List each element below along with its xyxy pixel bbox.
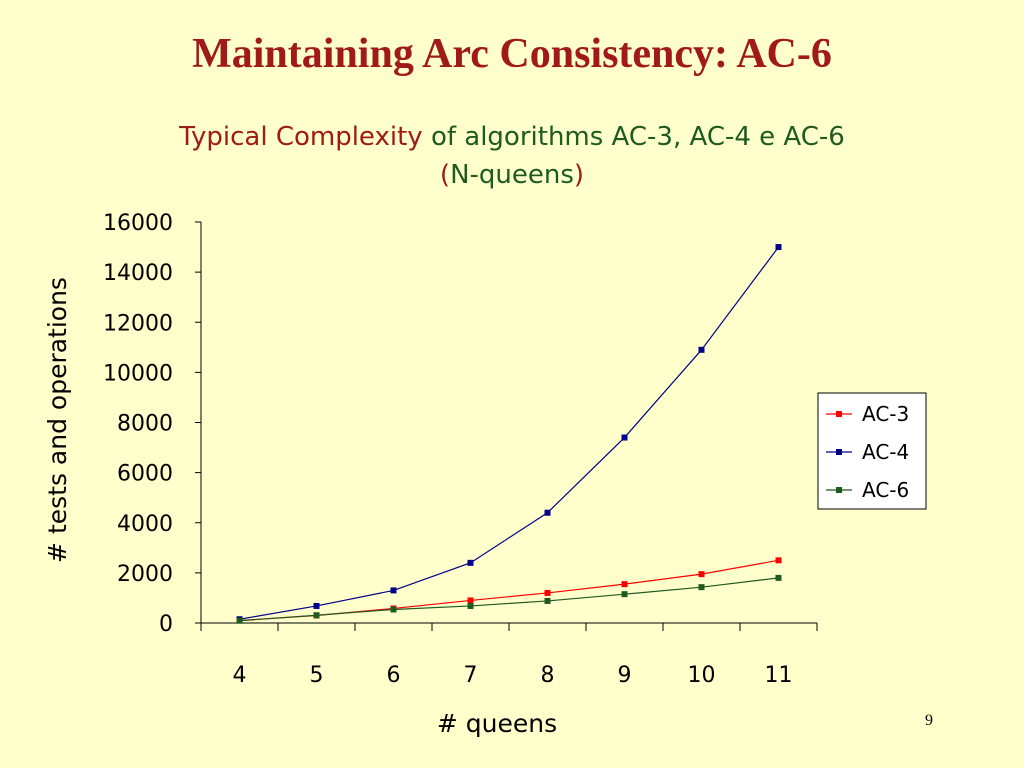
data-point-ac-3 [621,581,628,588]
legend-label-ac-4: AC-4 [862,440,909,464]
data-point-ac-6 [544,597,551,604]
y-tick-label: 4000 [117,512,173,537]
data-point-ac-4 [390,587,397,594]
x-axis-title: # queens [437,709,557,738]
y-tick-label: 2000 [117,562,173,587]
x-tick-label: 8 [541,663,555,688]
data-point-ac-4 [467,559,474,566]
data-point-ac-4 [313,602,320,609]
x-tick-label: 7 [464,663,478,688]
data-point-ac-3 [775,557,782,564]
legend-marker-ac-6 [836,487,842,493]
y-tick-label: 16000 [103,211,173,236]
y-tick-label: 10000 [103,361,173,386]
data-point-ac-4 [621,434,628,441]
chart-title: Typical Complexity of algorithms AC-3, A… [0,118,1024,194]
legend-label-ac-3: AC-3 [862,402,909,426]
chart-subtitle: N-queens [450,160,574,190]
data-point-ac-6 [698,584,705,591]
data-point-ac-4 [544,509,551,516]
series-line-ac-6 [239,577,779,622]
data-point-ac-3 [698,571,705,578]
x-tick-label: 6 [387,663,401,688]
chart-title-red: Typical Complexity [179,122,423,152]
series-line-ac-4 [239,246,779,620]
data-point-ac-6 [313,612,320,619]
legend-marker-ac-4 [836,449,842,455]
data-point-ac-6 [236,617,243,624]
legend-marker-ac-3 [836,411,842,417]
data-point-ac-6 [467,602,474,609]
chart-title-green: of algorithms AC-3, AC-4 e AC-6 [430,122,845,152]
legend-label-ac-6: AC-6 [862,478,909,502]
slide-title: Maintaining Arc Consistency: AC-6 [192,31,832,77]
chart-subtitle-paren-open: ( [439,160,451,190]
y-tick-label: 12000 [103,311,173,336]
chart-subtitle-paren-close: ) [573,160,585,190]
y-tick-label: 6000 [117,462,173,487]
page-number: 9 [925,712,933,729]
data-point-ac-6 [390,606,397,613]
data-point-ac-4 [775,244,782,251]
x-tick-label: 10 [688,663,716,688]
y-tick-label: 0 [159,612,173,637]
x-tick-label: 5 [310,663,324,688]
x-tick-label: 4 [233,663,247,688]
x-tick-label: 11 [765,663,793,688]
y-tick-label: 14000 [103,261,173,286]
data-point-ac-6 [621,591,628,598]
data-point-ac-6 [775,574,782,581]
series-line-ac-3 [239,559,779,622]
y-axis-title: # tests and operations [43,277,72,563]
x-tick-label: 9 [618,663,632,688]
data-point-ac-3 [467,597,474,604]
data-point-ac-4 [698,346,705,353]
data-point-ac-3 [544,589,551,596]
y-tick-label: 8000 [117,412,173,437]
